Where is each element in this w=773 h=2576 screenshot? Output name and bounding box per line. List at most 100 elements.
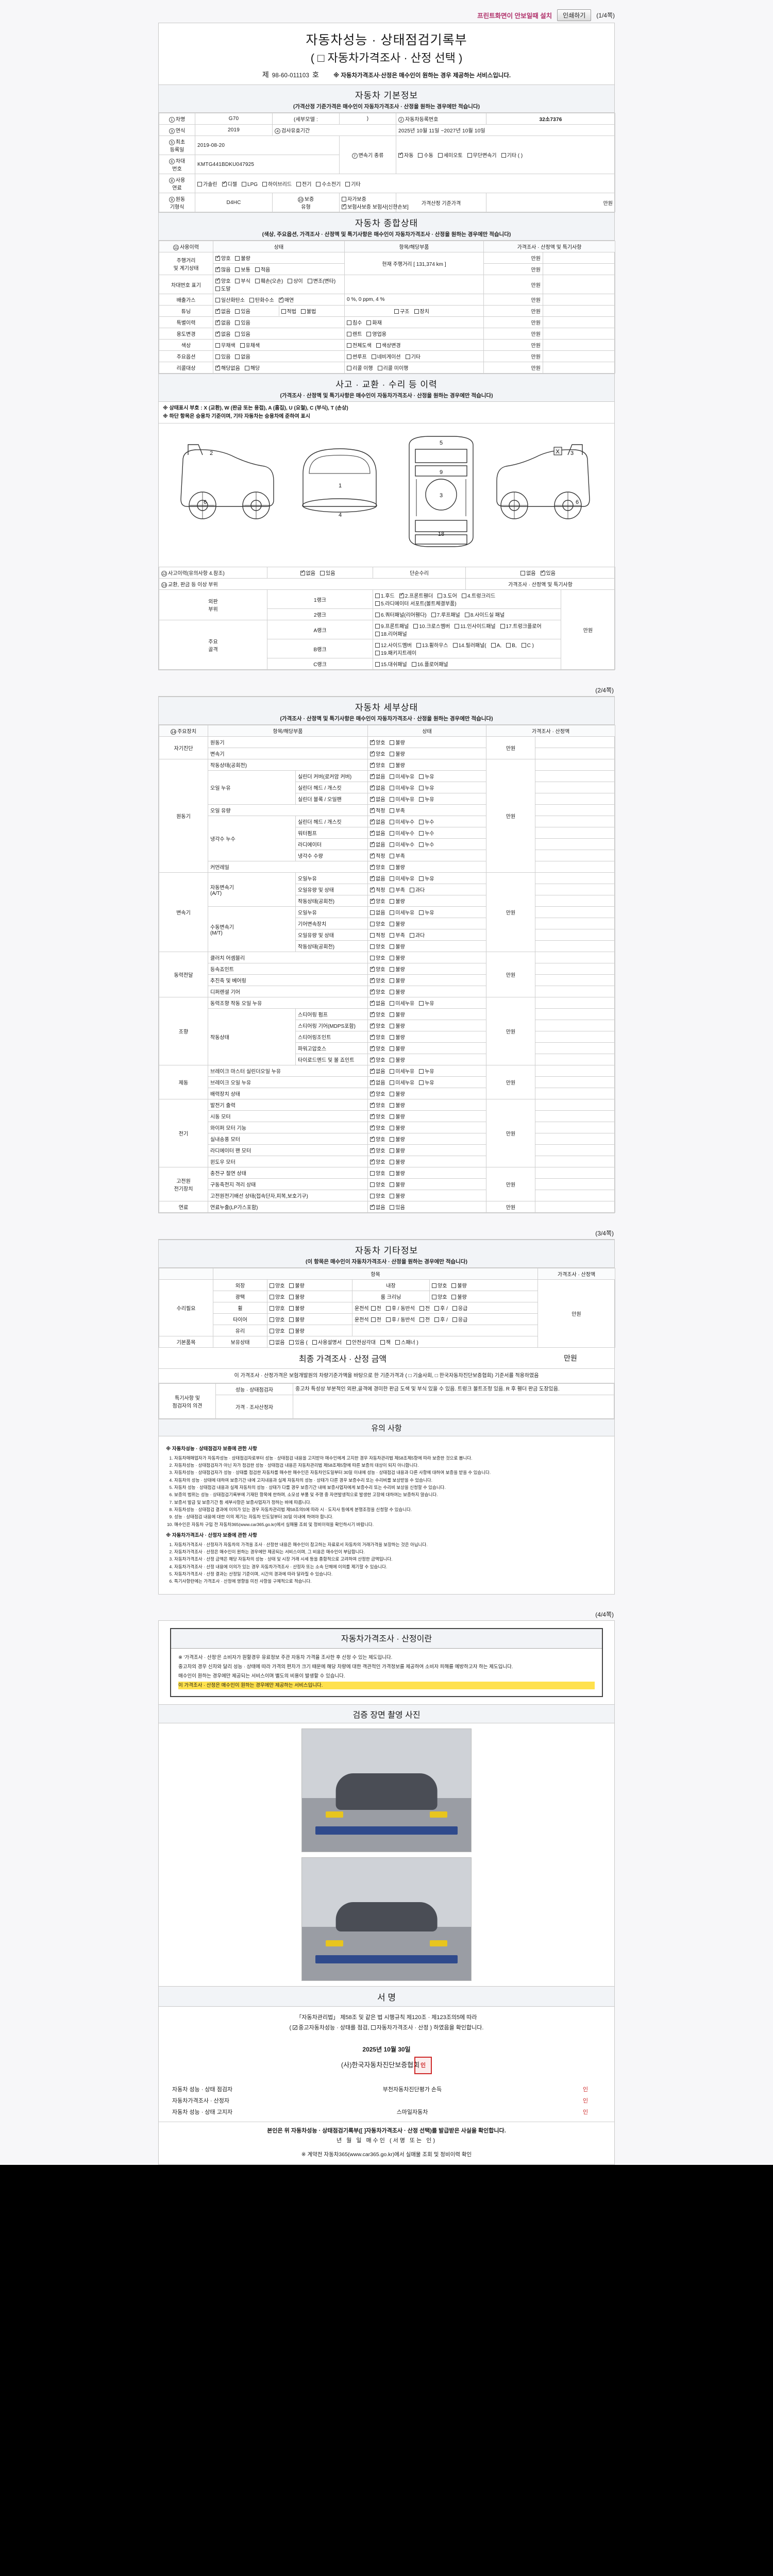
transmission-option-1[interactable]: 수동 <box>418 151 433 159</box>
checkbox[interactable] <box>370 944 375 949</box>
fuel-option-4[interactable]: 전기 <box>296 180 311 188</box>
damage-item-0-0-3[interactable]: 4.트렁크리드 <box>461 591 495 599</box>
detail-opt-0-1-1[interactable]: 불량 <box>390 750 405 757</box>
detail-opt-3-2-0[interactable]: 양호 <box>370 976 385 984</box>
trans-options[interactable]: 자동 수동 세미오토 무단변속기 기타 ( ) <box>396 135 615 174</box>
checkbox[interactable] <box>431 613 436 617</box>
detail-opt-1-1-2[interactable]: 누유 <box>419 772 434 780</box>
detail-state-options[interactable]: 적정 부족 과다 <box>367 929 487 941</box>
detail-state-options[interactable]: 없음 미세누수 누수 <box>367 838 487 850</box>
print-button[interactable]: 인쇄하기 <box>557 9 592 21</box>
checkbox[interactable] <box>370 841 375 847</box>
overall-row-item[interactable]: 구조 장치 <box>344 305 484 317</box>
checkbox[interactable] <box>346 1340 351 1345</box>
checkbox[interactable] <box>235 279 240 283</box>
checkbox[interactable] <box>467 153 472 158</box>
detail-opt-2-4-0[interactable]: 양호 <box>370 920 385 927</box>
checkbox[interactable] <box>375 624 380 629</box>
checkbox[interactable] <box>452 1306 457 1311</box>
checkbox[interactable] <box>370 875 375 881</box>
checkbox[interactable] <box>419 1306 424 1311</box>
detail-opt-3-0-0[interactable]: 양호 <box>370 954 385 961</box>
checkbox[interactable] <box>390 1080 395 1085</box>
detail-opt-1-7-1[interactable]: 미세누수 <box>390 840 414 848</box>
simple-repair-opt-1[interactable]: 있음 <box>540 569 556 577</box>
checkbox[interactable] <box>278 296 283 302</box>
checkbox[interactable] <box>414 309 419 314</box>
detail-opt-4-3-0[interactable]: 양호 <box>370 1033 385 1041</box>
checkbox[interactable] <box>390 842 395 847</box>
detail-opt-7-0-0[interactable]: 양호 <box>370 1169 385 1177</box>
overall-row-item[interactable] <box>344 275 484 294</box>
checkbox[interactable] <box>506 643 511 648</box>
checkbox[interactable] <box>370 1113 375 1119</box>
detail-opt-2-2-0[interactable]: 양호 <box>370 897 385 905</box>
overall-row-item[interactable]: 렌트 영업용 <box>344 328 484 340</box>
overall-row-state[interactable]: 없음 있음 <box>213 328 345 340</box>
checkbox[interactable] <box>347 332 351 336</box>
damage-item-1-0-4[interactable]: 18.리어패널 <box>375 630 407 637</box>
detail-opt-3-3-0[interactable]: 양호 <box>370 988 385 995</box>
detail-state-options[interactable]: 양호 불량 <box>367 1042 487 1054</box>
detail-opt-2-3-0[interactable]: 없음 <box>370 908 385 916</box>
overall-row-item[interactable]: 전체도색 색상변경 <box>344 339 484 351</box>
checkbox[interactable] <box>370 1067 375 1074</box>
transmission-option-2[interactable]: 세미오토 <box>438 151 463 159</box>
accident-history-opt-1[interactable]: 있음 <box>320 569 335 577</box>
detail-opt-6-2-0[interactable]: 양호 <box>370 1124 385 1131</box>
damage-items[interactable]: 1.후드 2.프론트휀더 3.도어 4.트렁크리드 5.라디에이터 서포트(볼트체결부품… <box>373 589 561 609</box>
checkbox[interactable] <box>235 354 240 359</box>
damage-item-0-1-0[interactable]: 6.쿼터패널(리어휀다) <box>375 611 427 618</box>
detail-opt-4-0-1[interactable]: 미세누유 <box>390 999 414 1007</box>
checkbox[interactable] <box>215 286 220 291</box>
checkbox[interactable] <box>413 624 418 629</box>
checkbox[interactable] <box>370 750 375 756</box>
checkbox[interactable] <box>270 1306 274 1311</box>
checkbox[interactable] <box>419 797 424 802</box>
overall-opt-0-1[interactable]: 불량 <box>235 254 250 262</box>
detail-opt-3-2-1[interactable]: 불량 <box>390 976 405 984</box>
checkbox[interactable] <box>288 279 293 283</box>
detail-state-options[interactable]: 없음 미세누유 누유 <box>367 997 487 1009</box>
detail-state-options[interactable]: 적정 부족 <box>367 804 487 816</box>
basic-item-opt-0[interactable]: 없음 <box>270 1338 284 1346</box>
other-left-options[interactable]: 양호 불량 <box>267 1313 352 1325</box>
checkbox[interactable] <box>390 1148 395 1153</box>
checkbox[interactable] <box>370 956 375 960</box>
other-ropt-1-0[interactable]: 양호 <box>432 1293 447 1300</box>
checkbox[interactable] <box>370 852 375 858</box>
checkbox[interactable] <box>215 364 220 370</box>
overall-row-state[interactable]: 일산화탄소 탄화수소 매연 <box>213 294 345 306</box>
checkbox[interactable] <box>390 763 395 768</box>
warranty-options[interactable]: 자가보증보험사보증 보험사[신한손보] <box>339 193 409 212</box>
detail-state-options[interactable]: 양호 불량 <box>367 1144 487 1156</box>
detail-state-options[interactable]: 양호 불량 <box>367 736 487 748</box>
detail-state-options[interactable]: 양호 불량 <box>367 952 487 963</box>
checkbox[interactable] <box>366 320 372 325</box>
checkbox[interactable] <box>370 977 375 983</box>
checkbox[interactable] <box>312 1340 317 1345</box>
detail-opt-1-5-0[interactable]: 없음 <box>370 818 385 825</box>
detail-opt-2-3-2[interactable]: 누유 <box>419 908 434 916</box>
checkbox[interactable] <box>520 571 526 575</box>
other-lopt-3-0[interactable]: 양호 <box>270 1315 284 1323</box>
detail-opt-1-3-0[interactable]: 없음 <box>370 795 385 803</box>
detail-opt-6-0-1[interactable]: 불량 <box>390 1101 405 1109</box>
checkbox[interactable] <box>197 181 202 187</box>
checkbox[interactable] <box>255 279 260 283</box>
detail-opt-1-2-2[interactable]: 누유 <box>419 784 434 791</box>
checkbox[interactable] <box>249 298 254 302</box>
checkbox[interactable] <box>375 632 380 636</box>
detail-opt-6-2-1[interactable]: 불량 <box>390 1124 405 1131</box>
overall-opt-0-2[interactable]: 적음 <box>255 265 270 273</box>
checkbox[interactable] <box>377 366 382 370</box>
overall-opt-1-3[interactable]: 상이 <box>288 277 303 284</box>
checkbox[interactable] <box>375 613 380 617</box>
checkbox[interactable] <box>370 795 375 802</box>
checkbox[interactable] <box>438 594 443 598</box>
checkbox[interactable] <box>347 366 351 370</box>
detail-state-options[interactable]: 양호 불량 <box>367 974 487 986</box>
checkbox[interactable] <box>385 1317 391 1322</box>
checkbox[interactable] <box>390 1046 395 1051</box>
warranty-option-0[interactable]: 자가보증 <box>342 195 366 202</box>
